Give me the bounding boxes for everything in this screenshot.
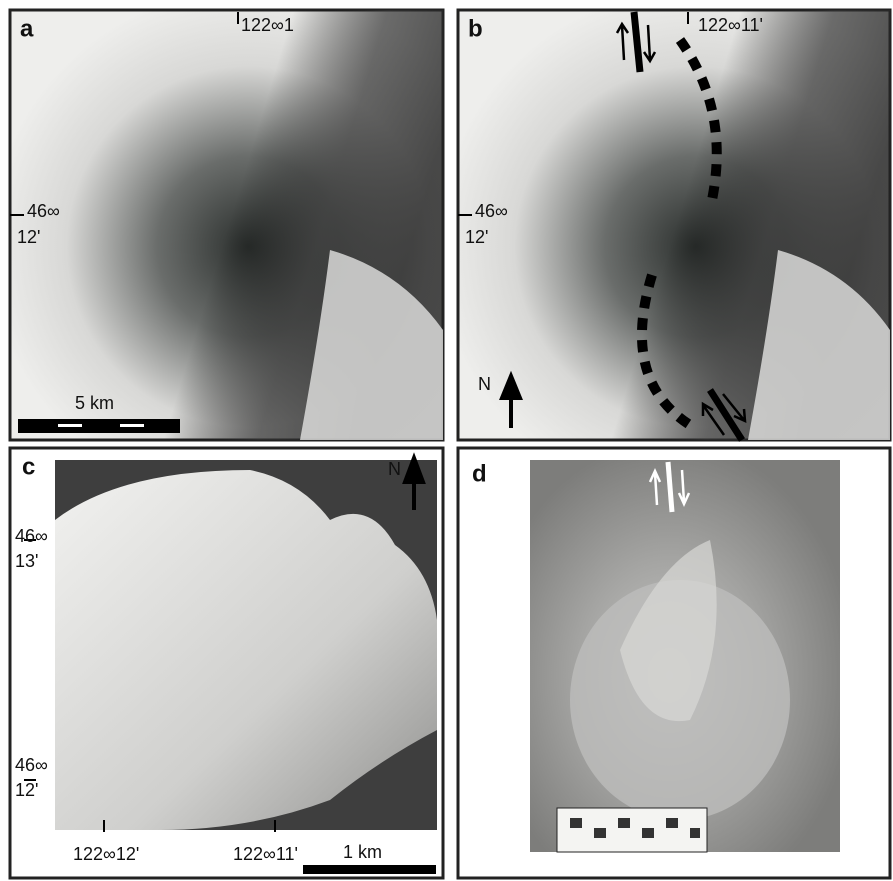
- latitude-label: 46∞: [15, 755, 48, 775]
- panel-label: d: [472, 460, 487, 487]
- scale-bar: [18, 419, 180, 433]
- panel-label: a: [20, 15, 34, 42]
- panel-c: c N 46∞ 13' 46∞ 12' 122∞12' 122∞11' 1 km: [10, 448, 443, 878]
- panel-label: c: [22, 453, 35, 480]
- latitude-label: 46∞: [27, 201, 60, 221]
- scale-label: 1 km: [343, 842, 382, 862]
- panel-b: b 122∞11' 46∞ 12' N: [458, 10, 890, 440]
- latitude-label: 13': [15, 551, 38, 571]
- scale-label: 5 km: [75, 393, 114, 413]
- latitude-label: 12': [17, 227, 40, 247]
- longitude-label: 122∞11': [233, 844, 298, 864]
- panel-a: a 122∞1 46∞ 12' 5 km: [10, 10, 443, 440]
- figure: a 122∞1 46∞ 12' 5 km b 122∞11' 46∞ 12' N: [0, 0, 893, 881]
- latitude-label: 46∞: [15, 526, 48, 546]
- north-label: N: [388, 459, 401, 479]
- latitude-label: 46∞: [475, 201, 508, 221]
- latitude-label: 12': [465, 227, 488, 247]
- scale-bar: [303, 865, 436, 874]
- latitude-label: 12': [15, 780, 38, 800]
- longitude-label: 122∞1: [241, 15, 294, 35]
- scale-mark: [120, 424, 144, 427]
- longitude-label: 122∞11': [698, 15, 763, 35]
- scale-card: [557, 808, 707, 852]
- north-label: N: [478, 374, 491, 394]
- panel-label: b: [468, 15, 483, 42]
- panel-d: d: [458, 448, 890, 878]
- scale-mark: [58, 424, 82, 427]
- longitude-label: 122∞12': [73, 844, 139, 864]
